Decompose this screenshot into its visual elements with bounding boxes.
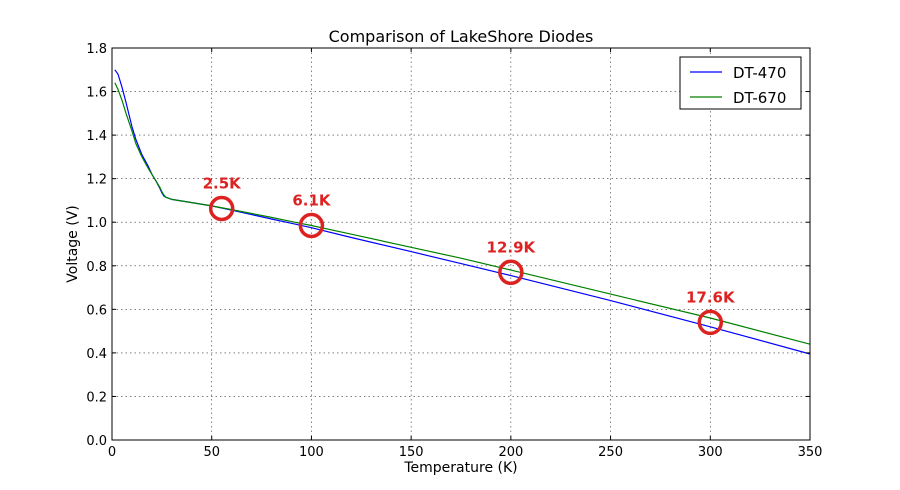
annotation-label: 12.9K	[487, 238, 537, 256]
y-tick-label: 1.8	[86, 42, 107, 57]
annotation-label: 2.5K	[203, 175, 243, 193]
legend-label-dt-470: DT-470	[733, 64, 786, 82]
y-tick-label: 1.6	[86, 86, 107, 101]
y-tick-label: 0.8	[86, 260, 107, 275]
annotation-circle	[298, 212, 325, 239]
y-tick-label: 0.6	[86, 303, 107, 318]
legend: DT-470 DT-670	[679, 56, 802, 110]
axis-ticks: 0 50 100 150 200 250 300 350 0.0 0.2 0.4 0.6 0.8 1.0 1…	[86, 42, 822, 460]
series-lines	[114, 69, 811, 355]
y-tick-label: 0.2	[86, 390, 107, 405]
legend-box	[679, 56, 802, 110]
chart-title: Comparison of LakeShore Diodes	[329, 27, 594, 46]
y-tick-label: 1.2	[86, 173, 107, 188]
annotation-circle	[208, 195, 235, 222]
x-tick-label: 150	[399, 445, 424, 460]
y-tick-label: 0.0	[86, 434, 107, 449]
x-tick-label: 350	[798, 445, 823, 460]
x-axis-label: Temperature (K)	[403, 460, 517, 476]
plot-frame	[111, 47, 811, 441]
x-tick-label: 50	[203, 445, 220, 460]
y-tick-label: 1.4	[86, 129, 107, 144]
series-line-dt-670	[114, 82, 811, 345]
annotation-circle	[697, 309, 724, 336]
annotation-label: 17.6K	[686, 288, 736, 306]
x-tick-label: 0	[108, 445, 116, 460]
annotation-circle	[498, 259, 524, 286]
x-tick-label: 100	[299, 445, 324, 460]
annotations: 2.5K 6.1K 12.9K 17.6K	[203, 175, 736, 336]
y-tick-label: 0.4	[86, 347, 107, 362]
y-tick-label: 1.0	[86, 216, 107, 231]
x-tick-label: 300	[698, 445, 723, 460]
annotation-label: 6.1K	[292, 191, 332, 209]
x-tick-label: 250	[598, 445, 623, 460]
y-axis-label: Voltage (V)	[65, 205, 81, 282]
x-tick-label: 200	[498, 445, 523, 460]
legend-label-dt-670: DT-670	[733, 89, 786, 107]
